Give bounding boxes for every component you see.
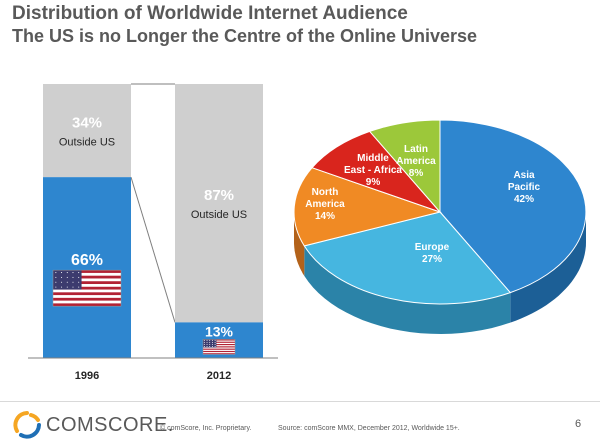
pie-category-label: Latin [404, 144, 428, 155]
pie-side-north-america [294, 212, 305, 276]
pie-category-label: Europe [415, 242, 450, 253]
pie-side-europe [304, 245, 511, 334]
pie-value-label: 9% [366, 177, 381, 188]
x-tick-label: 2012 [207, 370, 231, 382]
page-subtitle: The US is no Longer the Centre of the On… [12, 26, 478, 46]
pie-category-label: Middle [357, 153, 389, 164]
pie-category-label: America [396, 156, 436, 167]
us-flag-icon [52, 269, 122, 307]
bar-series-label: Outside US [191, 209, 247, 221]
footer-divider [0, 401, 600, 402]
comscore-logo-icon [13, 411, 41, 439]
copyright-text: © comScore, Inc. Proprietary. [160, 425, 252, 432]
pie-value-label: 42% [514, 194, 534, 205]
source-note: Source: comScore MMX, December 2012, Wor… [278, 425, 460, 432]
pie-side-asia-pacific [510, 212, 586, 323]
bar-outside-us-2012 [175, 84, 263, 323]
pie-slice-europe [303, 211, 512, 305]
bar-value-label: 34% [72, 115, 102, 132]
pie-value-label: 14% [315, 211, 335, 222]
pie-slice-asia-pacific [439, 119, 587, 294]
x-tick-label: 1996 [75, 370, 99, 382]
pie-slice-north-america [293, 167, 442, 247]
comscore-logo: COMSCORE. [12, 410, 174, 440]
pie-category-label: North [312, 187, 339, 198]
pie-category-label: Pacific [508, 182, 541, 193]
bar-connector-line [130, 177, 176, 323]
pie-category-label: Asia [513, 170, 535, 181]
pie-slice-latin-america [368, 119, 441, 214]
pie-slice-middle-east-africa [311, 130, 442, 214]
logo-text: COMSCORE. [46, 413, 174, 436]
bar-series-label: Outside US [59, 137, 115, 149]
region-pie-chart: AsiaPacific42%Europe27%NorthAmerica14%Mi… [293, 119, 587, 334]
page-title: Distribution of Worldwide Internet Audie… [12, 3, 408, 24]
pie-category-label: East - Africa [344, 165, 402, 176]
pie-category-label: America [305, 199, 345, 210]
bar-value-label: 13% [205, 323, 234, 339]
bar-value-label: 87% [204, 187, 234, 204]
pie-value-label: 8% [409, 168, 424, 179]
bar-us-1996 [43, 177, 131, 358]
page-number: 6 [575, 418, 582, 430]
us-share-bar-chart: 34% Outside US 66% 87% Outside US 13% 1996 2012 [28, 83, 278, 382]
pie-value-label: 27% [422, 254, 442, 265]
bar-outside-us-1996 [43, 84, 131, 178]
bar-value-label: 66% [71, 252, 103, 269]
us-flag-icon [202, 339, 236, 355]
